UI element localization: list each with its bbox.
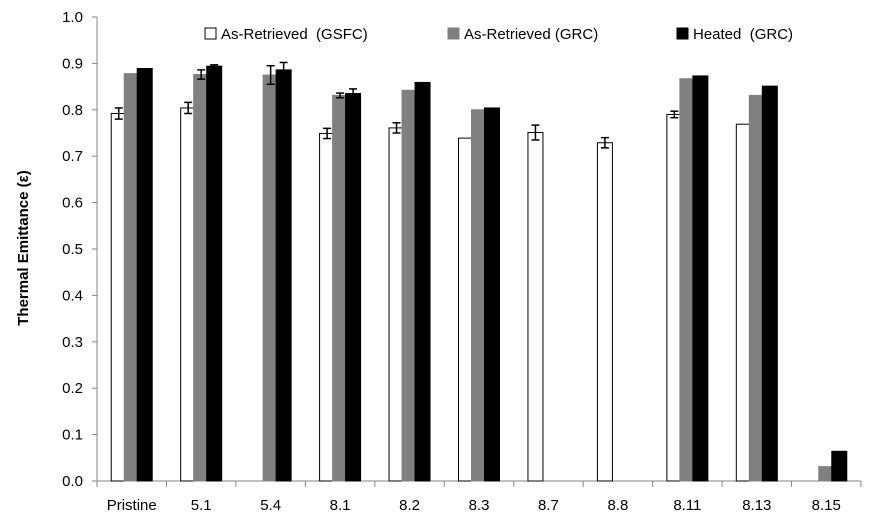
error-bars <box>114 61 679 149</box>
x-tick-label: 5.1 <box>191 497 212 514</box>
y-tick-label: 0.3 <box>62 334 83 351</box>
y-tick-label: 0.0 <box>62 473 83 490</box>
x-tick-label: 8.2 <box>399 497 420 514</box>
x-tick-label: 8.15 <box>812 497 841 514</box>
y-tick-label: 0.5 <box>62 241 83 258</box>
x-tick-label: 8.13 <box>742 497 771 514</box>
y-tick-label: 0.4 <box>62 287 83 304</box>
y-tick-label: 0.2 <box>62 380 83 397</box>
bar <box>596 142 613 482</box>
bar <box>206 65 223 482</box>
y-tick-label: 0.1 <box>62 427 83 444</box>
bars <box>110 65 848 482</box>
bar <box>484 107 500 482</box>
bar <box>414 81 431 482</box>
x-tick-label: 8.8 <box>607 497 628 514</box>
bar <box>527 132 544 482</box>
bar <box>345 93 362 482</box>
legend-swatch <box>447 27 460 40</box>
y-tick-label: 0.8 <box>62 102 83 119</box>
x-tick-label: 8.3 <box>469 497 490 514</box>
legend-swatch <box>204 27 217 40</box>
y-tick-label: 0.6 <box>62 195 83 212</box>
tick-labels: 0.0 0.1 0.2 0.3 0.4 0.5 0.6 0.7 0.8 0.9 1.0 Pristin… <box>62 9 841 514</box>
x-tick-label: 8.11 <box>673 497 701 514</box>
legend-entry: As-Retrieved (GRC) <box>464 26 598 43</box>
bar <box>692 75 709 482</box>
legend-entry: Heated (GRC) <box>693 26 793 43</box>
bar <box>275 69 292 482</box>
y-axis-title: Thermal Emittance (ε) <box>15 170 32 326</box>
bar <box>761 85 778 482</box>
x-tick-label: 8.1 <box>330 497 351 514</box>
y-tick-label: 1.0 <box>62 9 83 26</box>
bar <box>136 68 153 482</box>
y-tick-label: 0.7 <box>62 148 83 165</box>
axes <box>92 16 862 487</box>
legend-entry: As-Retrieved (GSFC) <box>221 26 368 43</box>
y-tick-label: 0.9 <box>62 55 83 72</box>
x-tick-label: 8.7 <box>538 497 559 514</box>
x-tick-label: Pristine <box>107 497 157 514</box>
legend: As-Retrieved (GSFC) As-Retrieved (GRC) Hea… <box>204 26 793 43</box>
bar <box>831 450 848 482</box>
x-tick-label: 5.4 <box>260 497 281 514</box>
legend-swatch <box>676 27 689 40</box>
